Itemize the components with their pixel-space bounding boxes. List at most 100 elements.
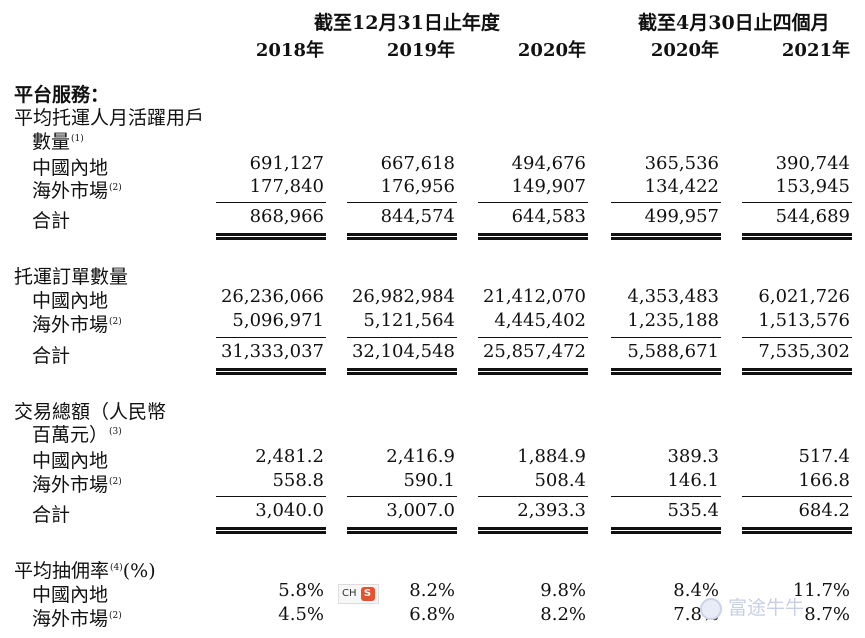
mau-overseas-2020-4m: 134,422 [644, 176, 719, 197]
year-header-2019: 2019年 [386, 40, 455, 61]
gtv-overseas-label: 海外市場(2) [32, 474, 122, 496]
commission-overseas-2019: 6.8% [409, 604, 455, 625]
commission-mainland-2021: 11.7% [792, 580, 850, 601]
rule-single [347, 337, 457, 338]
mau-mainland-2021: 390,744 [775, 153, 850, 174]
commission-overseas-label: 海外市場(2) [32, 608, 122, 630]
rule-double [742, 527, 852, 534]
rule-double [347, 527, 457, 534]
gtv-total-2021: 684.2 [798, 500, 850, 521]
rule-double [742, 368, 852, 375]
rule-single [611, 337, 721, 338]
rule-single [611, 496, 721, 497]
rule-single [742, 202, 852, 203]
gtv-overseas-2020-4m: 146.1 [667, 470, 719, 491]
rule-double [478, 233, 588, 240]
orders-overseas-2021: 1,513,576 [758, 310, 850, 331]
mau-mainland-2020-4m: 365,536 [644, 153, 719, 174]
orders-total-2019: 32,104,548 [351, 341, 455, 362]
gtv-mainland-2021: 517.4 [798, 446, 850, 467]
mau-total-2020-fy: 644,583 [511, 206, 586, 227]
orders-total-2020-4m: 5,588,671 [627, 341, 719, 362]
mau-mainland-2018: 691,127 [249, 153, 324, 174]
mau-label-line2: 數量(1) [32, 131, 84, 153]
commission-mainland-label: 中國內地 [32, 584, 109, 606]
rule-single [742, 496, 852, 497]
input-method-label: CH [342, 588, 357, 599]
commission-label: 平均抽佣率(4)(%) [14, 560, 156, 582]
gtv-overseas-2020-fy: 508.4 [534, 470, 586, 491]
header-group-fiscal-year: 截至12月31日止年度 [314, 12, 500, 34]
mau-total-2021: 544,689 [775, 206, 850, 227]
rule-double [478, 527, 588, 534]
orders-overseas-label: 海外市場(2) [32, 314, 122, 336]
rule-double [216, 233, 326, 240]
gtv-total-2019: 3,007.0 [386, 500, 455, 521]
rule-single [478, 337, 588, 338]
mau-footnote: (1) [71, 133, 84, 144]
orders-mainland-label: 中國內地 [32, 290, 109, 312]
rule-double [347, 233, 457, 240]
mau-label: 平均托運人月活躍用戶 [14, 107, 205, 129]
orders-overseas-2020-fy: 4,445,402 [494, 310, 586, 331]
rule-single [347, 202, 457, 203]
gtv-total-2020-4m: 535.4 [667, 500, 719, 521]
rule-double [611, 368, 721, 375]
orders-label: 托運訂單數量 [14, 266, 129, 288]
commission-unit: (%) [122, 560, 156, 582]
year-header-2020-fy: 2020年 [517, 40, 586, 61]
orders-mainland-2018: 26,236,066 [220, 286, 324, 307]
rule-single [478, 202, 588, 203]
gtv-mainland-2020-4m: 389.3 [667, 446, 719, 467]
mau-total-label: 合計 [32, 210, 71, 232]
orders-overseas-2020-4m: 1,235,188 [627, 310, 719, 331]
rule-double [347, 368, 457, 375]
mau-overseas-2018: 177,840 [249, 176, 324, 197]
rule-single [478, 496, 588, 497]
orders-mainland-2019: 26,982,984 [351, 286, 455, 307]
sogou-icon: S [360, 587, 375, 601]
commission-mainland-2020-4m: 8.4% [673, 580, 719, 601]
rule-double [611, 233, 721, 240]
gtv-overseas-2019: 590.1 [403, 470, 455, 491]
orders-overseas-2019: 5,121,564 [363, 310, 455, 331]
watermark-text: 富途牛牛 [728, 597, 805, 619]
year-header-2021: 2021年 [781, 40, 850, 61]
orders-mainland-2020-4m: 4,353,483 [627, 286, 719, 307]
orders-total-2021: 7,535,302 [758, 341, 850, 362]
commission-overseas-2020-fy: 8.2% [540, 604, 586, 625]
orders-total-2020-fy: 25,857,472 [482, 341, 586, 362]
rule-double [478, 368, 588, 375]
rule-double [216, 368, 326, 375]
rule-double [611, 527, 721, 534]
commission-footnote: (4) [110, 562, 123, 573]
rule-single [611, 202, 721, 203]
commission-mainland-2018: 5.8% [278, 580, 324, 601]
mau-mainland-label: 中國內地 [32, 157, 109, 179]
input-method-badge[interactable]: CH S [338, 584, 379, 604]
mau-total-2020-4m: 499,957 [644, 206, 719, 227]
gtv-overseas-2018: 558.8 [272, 470, 324, 491]
mau-mainland-2020-fy: 494,676 [511, 153, 586, 174]
gtv-total-label: 合計 [32, 504, 71, 526]
gtv-total-2018: 3,040.0 [255, 500, 324, 521]
gtv-mainland-label: 中國內地 [32, 450, 109, 472]
futu-logo-icon [700, 597, 722, 620]
gtv-label: 交易總額（人民幣 [14, 401, 167, 423]
mau-total-2018: 868,966 [249, 206, 324, 227]
orders-total-2018: 31,333,037 [220, 341, 324, 362]
gtv-mainland-2018: 2,481.2 [255, 446, 324, 467]
gtv-mainland-2019: 2,416.9 [386, 446, 455, 467]
mau-overseas-2019: 176,956 [380, 176, 455, 197]
rule-single [216, 337, 326, 338]
section-platform-title: 平台服務： [14, 84, 110, 106]
rule-single [742, 337, 852, 338]
commission-overseas-2018: 4.5% [278, 604, 324, 625]
orders-overseas-2018: 5,096,971 [232, 310, 324, 331]
rule-single [216, 496, 326, 497]
rule-double [216, 527, 326, 534]
header-group-four-months: 截至4月30日止四個月 [638, 12, 830, 34]
gtv-total-2020-fy: 2,393.3 [517, 500, 586, 521]
gtv-overseas-2021: 166.8 [798, 470, 850, 491]
orders-total-label: 合計 [32, 345, 71, 367]
